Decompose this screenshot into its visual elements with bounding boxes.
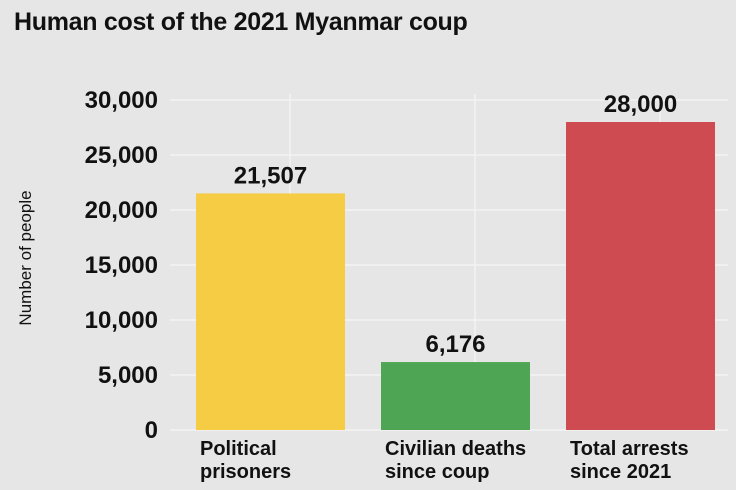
x-category-label: Total arrests xyxy=(570,438,689,460)
bar-value-label: 21,507 xyxy=(234,162,307,189)
y-tick-label: 20,000 xyxy=(85,197,158,224)
bar-value-label: 28,000 xyxy=(604,91,677,118)
bar-value-label: 6,176 xyxy=(425,331,485,358)
bar xyxy=(381,362,530,430)
y-tick-label: 30,000 xyxy=(85,87,158,114)
bar xyxy=(196,193,345,430)
x-category-label: since 2021 xyxy=(570,461,671,483)
y-tick-label: 0 xyxy=(145,417,158,444)
chart-title: Human cost of the 2021 Myanmar coup xyxy=(14,8,468,36)
x-category-label: Civilian deaths xyxy=(385,438,526,460)
y-tick-label: 10,000 xyxy=(85,307,158,334)
bar xyxy=(566,122,715,430)
x-category-label: prisoners xyxy=(200,461,291,483)
x-category-label: Political xyxy=(200,438,277,460)
y-tick-label: 15,000 xyxy=(85,252,158,279)
y-axis-label: Number of people xyxy=(16,190,35,325)
y-tick-label: 5,000 xyxy=(98,362,158,389)
y-tick-label: 25,000 xyxy=(85,142,158,169)
x-category-label: since coup xyxy=(385,461,489,483)
